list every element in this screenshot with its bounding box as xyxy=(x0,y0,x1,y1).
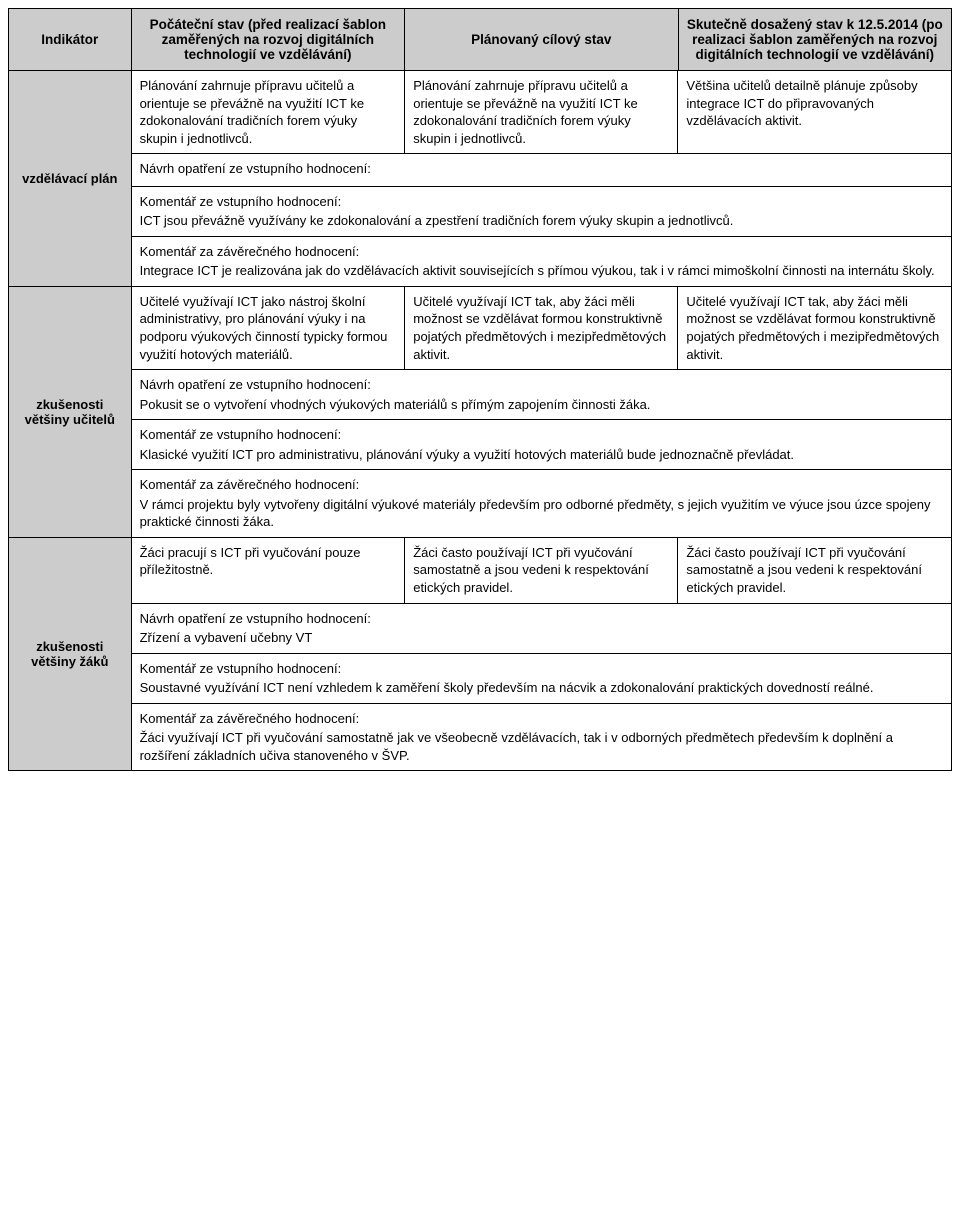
zaver-text: Žáci využívají ICT při vyučování samosta… xyxy=(140,729,943,764)
navrh-heading: Návrh opatření ze vstupního hodnocení: xyxy=(140,376,943,394)
actual-state: Žáci často používají ICT při vyučování s… xyxy=(678,538,951,603)
navrh-heading: Návrh opatření ze vstupního hodnocení: xyxy=(140,160,943,178)
navrh-row: Návrh opatření ze vstupního hodnocení: P… xyxy=(132,370,951,420)
planned-state: Žáci často používají ICT při vyučování s… xyxy=(405,538,678,603)
vstup-heading: Komentář ze vstupního hodnocení: xyxy=(140,426,943,444)
inner-table: Učitelé využívají ICT jako nástroj školn… xyxy=(132,287,951,537)
vstup-heading: Komentář ze vstupního hodnocení: xyxy=(140,193,943,211)
zaver-heading: Komentář za závěrečného hodnocení: xyxy=(140,243,943,261)
indicator-table: Indikátor Počáteční stav (před realizací… xyxy=(8,8,952,771)
inner-table: Plánování zahrnuje přípravu učitelů a or… xyxy=(132,71,951,286)
state-row: Plánování zahrnuje přípravu učitelů a or… xyxy=(132,71,951,154)
table-row: vzdělávací plán Plánování zahrnuje přípr… xyxy=(9,71,952,287)
state-row: Žáci pracují s ICT při vyučování pouze p… xyxy=(132,538,951,603)
navrh-row: Návrh opatření ze vstupního hodnocení: Z… xyxy=(132,603,951,653)
zaver-heading: Komentář za závěrečného hodnocení: xyxy=(140,476,943,494)
navrh-text: Pokusit se o vytvoření vhodných výukovýc… xyxy=(140,396,943,414)
table-row: zkušenosti většiny žáků Žáci pracují s I… xyxy=(9,537,952,770)
navrh-heading: Návrh opatření ze vstupního hodnocení: xyxy=(140,610,943,628)
row-label: vzdělávací plán xyxy=(9,71,132,287)
zaver-text: Integrace ICT je realizována jak do vzdě… xyxy=(140,262,943,280)
vstup-text: ICT jsou převážně využívány ke zdokonalo… xyxy=(140,212,943,230)
initial-state: Žáci pracují s ICT při vyučování pouze p… xyxy=(132,538,405,603)
header-skutecne: Skutečně dosažený stav k 12.5.2014 (po r… xyxy=(678,9,951,71)
zaver-cell: Komentář za závěrečného hodnocení: Žáci … xyxy=(132,703,951,770)
navrh-row: Návrh opatření ze vstupního hodnocení: xyxy=(132,154,951,187)
vstup-text: Klasické využití ICT pro administrativu,… xyxy=(140,446,943,464)
row-content: Plánování zahrnuje přípravu učitelů a or… xyxy=(131,71,951,287)
zaver-row: Komentář za závěrečného hodnocení: V rám… xyxy=(132,470,951,537)
table-row: zkušenosti většiny učitelů Učitelé využí… xyxy=(9,286,952,537)
vstup-heading: Komentář ze vstupního hodnocení: xyxy=(140,660,943,678)
vstup-row: Komentář ze vstupního hodnocení: Klasick… xyxy=(132,420,951,470)
initial-state: Učitelé využívají ICT jako nástroj školn… xyxy=(132,287,405,370)
vstup-cell: Komentář ze vstupního hodnocení: Klasick… xyxy=(132,420,951,470)
row-content: Učitelé využívají ICT jako nástroj školn… xyxy=(131,286,951,537)
vstup-row: Komentář ze vstupního hodnocení: Soustav… xyxy=(132,653,951,703)
row-label: zkušenosti většiny žáků xyxy=(9,537,132,770)
navrh-text: Zřízení a vybavení učebny VT xyxy=(140,629,943,647)
vstup-row: Komentář ze vstupního hodnocení: ICT jso… xyxy=(132,186,951,236)
zaver-heading: Komentář za závěrečného hodnocení: xyxy=(140,710,943,728)
header-pocatecni: Počáteční stav (před realizací šablon za… xyxy=(131,9,404,71)
actual-state: Učitelé využívají ICT tak, aby žáci měli… xyxy=(678,287,951,370)
state-row: Učitelé využívají ICT jako nástroj školn… xyxy=(132,287,951,370)
header-planovany: Plánovaný cílový stav xyxy=(405,9,678,71)
actual-state: Většina učitelů detailně plánuje způsoby… xyxy=(678,71,951,154)
header-indikator: Indikátor xyxy=(9,9,132,71)
zaver-cell: Komentář za závěrečného hodnocení: Integ… xyxy=(132,236,951,286)
header-row: Indikátor Počáteční stav (před realizací… xyxy=(9,9,952,71)
zaver-row: Komentář za závěrečného hodnocení: Žáci … xyxy=(132,703,951,770)
zaver-row: Komentář za závěrečného hodnocení: Integ… xyxy=(132,236,951,286)
navrh-cell: Návrh opatření ze vstupního hodnocení: xyxy=(132,154,951,187)
row-label: zkušenosti většiny učitelů xyxy=(9,286,132,537)
zaver-cell: Komentář za závěrečného hodnocení: V rám… xyxy=(132,470,951,537)
initial-state: Plánování zahrnuje přípravu učitelů a or… xyxy=(132,71,405,154)
vstup-cell: Komentář ze vstupního hodnocení: Soustav… xyxy=(132,653,951,703)
planned-state: Učitelé využívají ICT tak, aby žáci měli… xyxy=(405,287,678,370)
zaver-text: V rámci projektu byly vytvořeny digitáln… xyxy=(140,496,943,531)
navrh-cell: Návrh opatření ze vstupního hodnocení: P… xyxy=(132,370,951,420)
row-content: Žáci pracují s ICT při vyučování pouze p… xyxy=(131,537,951,770)
navrh-cell: Návrh opatření ze vstupního hodnocení: Z… xyxy=(132,603,951,653)
vstup-text: Soustavné využívání ICT není vzhledem k … xyxy=(140,679,943,697)
vstup-cell: Komentář ze vstupního hodnocení: ICT jso… xyxy=(132,186,951,236)
inner-table: Žáci pracují s ICT při vyučování pouze p… xyxy=(132,538,951,770)
planned-state: Plánování zahrnuje přípravu učitelů a or… xyxy=(405,71,678,154)
